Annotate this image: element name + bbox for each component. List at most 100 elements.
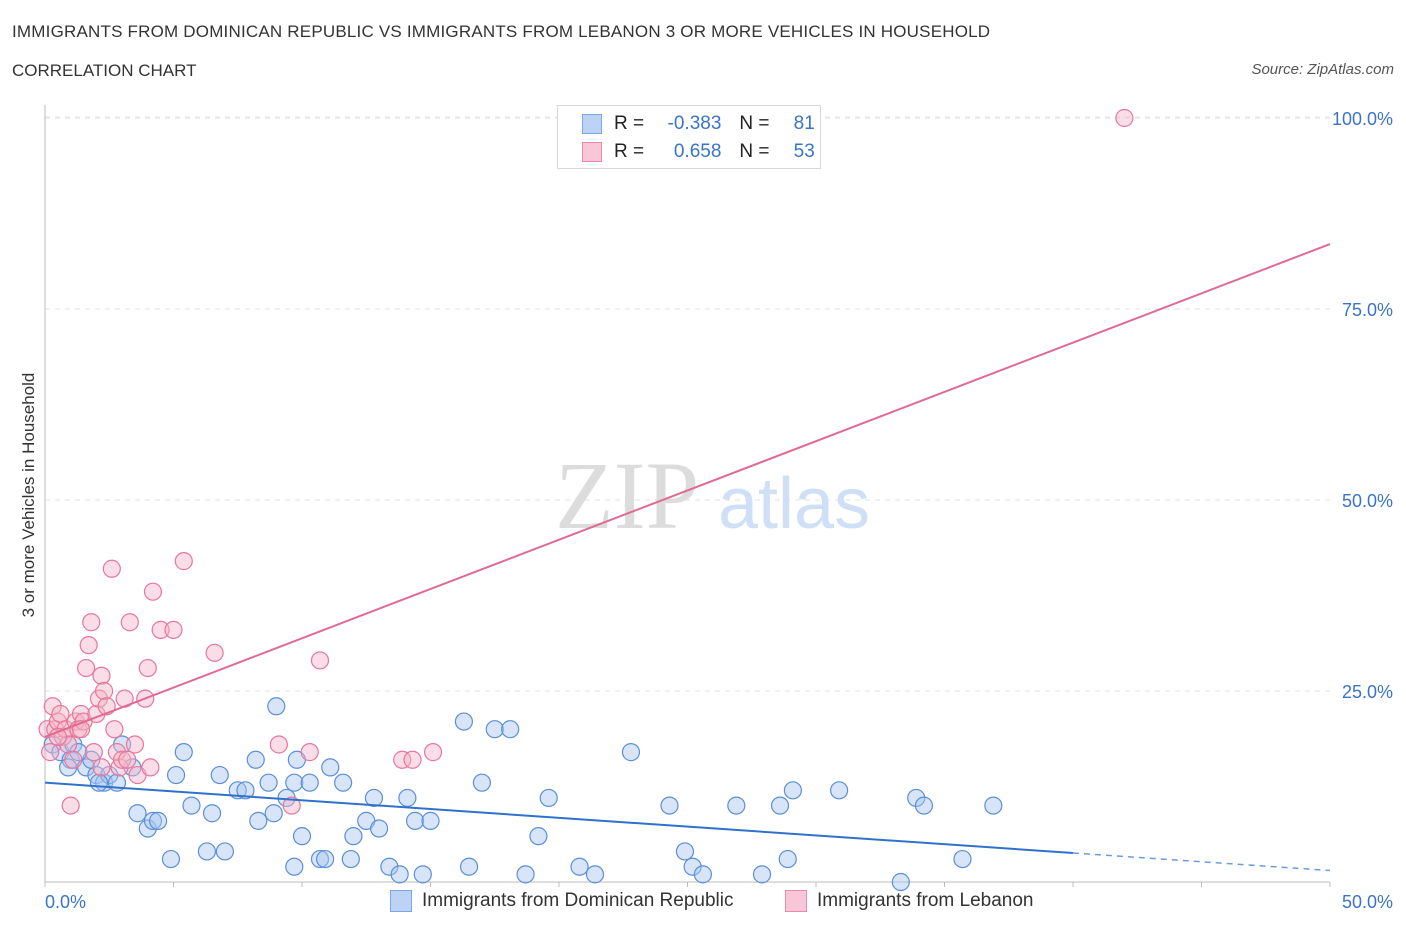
- point-dominican: [210, 765, 229, 785]
- trend-line-dominican: [44, 781, 1074, 854]
- point-dominican: [100, 765, 119, 785]
- bottom-legend-label-lebanon: Immigrants from Lebanon: [817, 890, 1034, 911]
- point-lebanon: [77, 658, 96, 678]
- point-dominican: [128, 804, 147, 823]
- point-lebanon: [105, 720, 124, 739]
- point-lebanon: [61, 796, 80, 815]
- grid-lines: [45, 116, 1330, 692]
- y-tick-label: 25.0%: [1342, 682, 1393, 702]
- series-lebanon-points: [38, 108, 1134, 815]
- point-dominican: [830, 781, 849, 800]
- point-dominican: [472, 773, 491, 792]
- point-dominican: [267, 697, 286, 716]
- point-dominican: [727, 796, 746, 815]
- point-lebanon: [112, 750, 132, 769]
- legend-swatch-dominican: [582, 114, 602, 134]
- point-dominican: [182, 796, 201, 815]
- point-dominican: [454, 712, 474, 731]
- axes: [44, 105, 1331, 887]
- point-dominican: [516, 865, 535, 884]
- point-lebanon: [138, 658, 157, 678]
- point-lebanon: [205, 643, 224, 662]
- point-lebanon: [282, 796, 301, 815]
- point-dominican: [161, 849, 181, 869]
- point-dominican: [421, 811, 440, 830]
- point-dominican: [953, 849, 972, 869]
- point-dominican: [459, 857, 479, 876]
- point-dominican: [770, 796, 790, 815]
- x-tick-label-min: 0.0%: [45, 892, 86, 912]
- point-lebanon: [41, 743, 60, 762]
- point-lebanon: [143, 582, 163, 601]
- point-dominican: [249, 811, 268, 830]
- point-dominican: [891, 872, 910, 892]
- legend-r-label: R =: [614, 113, 645, 134]
- chart-subtitle: CORRELATION CHART: [12, 61, 197, 80]
- point-dominican: [300, 773, 319, 792]
- point-lebanon: [403, 750, 422, 769]
- legend-swatch-lebanon: [582, 142, 602, 162]
- point-lebanon: [84, 743, 103, 762]
- point-dominican: [89, 773, 109, 792]
- point-lebanon: [51, 704, 70, 724]
- point-lebanon: [174, 552, 193, 571]
- point-lebanon: [141, 758, 160, 777]
- point-dominican: [215, 842, 234, 861]
- point-lebanon: [269, 735, 288, 754]
- point-lebanon: [310, 651, 330, 670]
- point-dominican: [370, 819, 389, 838]
- point-dominican: [341, 849, 360, 869]
- point-lebanon: [102, 559, 121, 578]
- x-tick-label-max: 50.0%: [1342, 892, 1393, 912]
- point-lebanon: [95, 681, 114, 701]
- point-dominican: [752, 865, 772, 884]
- point-dominican: [143, 811, 163, 830]
- y-tick-label: 75.0%: [1342, 300, 1393, 320]
- legend-r-label: R =: [614, 141, 645, 162]
- point-dominican: [485, 720, 504, 739]
- legend-row-lebanon: R = 0.658 N = 53: [582, 140, 815, 164]
- point-dominican: [501, 720, 520, 739]
- point-dominican: [344, 827, 363, 846]
- point-lebanon: [92, 758, 111, 777]
- point-lebanon: [393, 750, 412, 769]
- point-lebanon: [82, 613, 101, 632]
- point-dominican: [675, 842, 695, 861]
- point-dominican: [783, 781, 802, 800]
- trend-line-lebanon: [44, 243, 1331, 738]
- point-dominican: [285, 773, 304, 792]
- point-dominican: [405, 811, 425, 830]
- point-dominican: [316, 849, 335, 869]
- point-dominican: [166, 765, 186, 785]
- point-dominican: [174, 743, 193, 762]
- point-dominican: [202, 804, 222, 823]
- y-tick-label: 50.0%: [1342, 491, 1393, 511]
- point-dominican: [310, 849, 330, 869]
- point-dominican: [380, 857, 399, 876]
- legend-n-label: N =: [739, 141, 770, 162]
- point-lebanon: [151, 620, 170, 639]
- point-dominican: [398, 788, 417, 808]
- legend-row-dominican: R = -0.383 N = 81: [582, 112, 815, 136]
- point-dominican: [285, 857, 304, 876]
- bottom-legend-label-dominican: Immigrants from Dominican Republic: [422, 890, 734, 911]
- point-dominican: [148, 811, 168, 830]
- y-axis-label: 3 or more Vehicles in Household: [19, 373, 38, 618]
- point-dominican: [660, 796, 679, 815]
- point-lebanon: [120, 613, 139, 632]
- point-lebanon: [79, 636, 98, 655]
- point-dominican: [413, 865, 432, 884]
- point-dominican: [529, 827, 548, 846]
- point-dominican: [292, 827, 312, 846]
- y-tick-labels: 25.0% 50.0% 75.0% 100.0%: [1332, 109, 1393, 702]
- point-dominican: [539, 788, 558, 808]
- trend-lines: [44, 243, 1331, 872]
- y-tick-label: 100.0%: [1332, 109, 1393, 129]
- point-lebanon: [423, 743, 443, 762]
- point-dominican: [334, 773, 353, 792]
- bottom-legend-swatch-lebanon: [785, 890, 807, 912]
- watermark-atlas: atlas: [718, 464, 870, 544]
- legend-r-value-dominican: -0.383: [667, 113, 722, 134]
- legend-r-value-lebanon: 0.658: [673, 141, 722, 162]
- legend-n-label: N =: [739, 113, 770, 134]
